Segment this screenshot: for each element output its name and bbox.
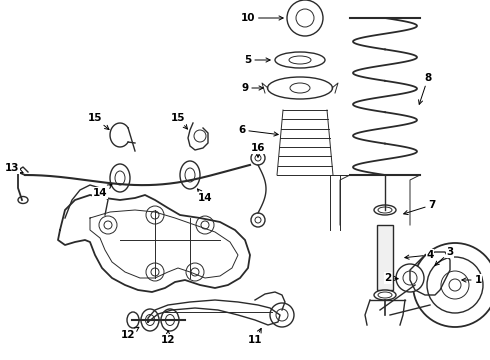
Text: 12: 12 <box>161 331 175 345</box>
Ellipse shape <box>18 197 28 203</box>
Text: 13: 13 <box>5 163 23 173</box>
Text: 6: 6 <box>238 125 278 136</box>
Ellipse shape <box>110 164 130 192</box>
Text: 2: 2 <box>384 273 398 283</box>
Circle shape <box>251 151 265 165</box>
Circle shape <box>251 213 265 227</box>
Text: 9: 9 <box>242 83 263 93</box>
Circle shape <box>146 263 164 281</box>
Text: 14: 14 <box>93 184 112 198</box>
Text: 1: 1 <box>462 275 482 285</box>
Ellipse shape <box>141 309 159 331</box>
Circle shape <box>196 216 214 234</box>
Text: 12: 12 <box>121 327 139 340</box>
Circle shape <box>99 216 117 234</box>
Text: 10: 10 <box>241 13 283 23</box>
Text: 15: 15 <box>171 113 188 129</box>
Text: 8: 8 <box>418 73 432 104</box>
Circle shape <box>194 130 206 142</box>
Text: 7: 7 <box>404 200 436 215</box>
Circle shape <box>427 257 483 313</box>
Text: 3: 3 <box>435 247 454 265</box>
Text: 5: 5 <box>245 55 270 65</box>
Circle shape <box>449 279 461 291</box>
Text: 14: 14 <box>197 189 212 203</box>
Ellipse shape <box>161 309 179 331</box>
Circle shape <box>441 271 469 299</box>
Circle shape <box>396 264 424 292</box>
Text: 11: 11 <box>248 328 262 345</box>
Circle shape <box>186 263 204 281</box>
Text: 15: 15 <box>88 113 109 130</box>
Circle shape <box>270 303 294 327</box>
Bar <box>377 225 393 290</box>
Ellipse shape <box>374 290 396 300</box>
Ellipse shape <box>127 312 139 328</box>
Circle shape <box>413 243 490 327</box>
Circle shape <box>146 206 164 224</box>
Ellipse shape <box>180 161 200 189</box>
Text: 16: 16 <box>251 143 265 157</box>
Ellipse shape <box>374 205 396 215</box>
Text: 4: 4 <box>405 250 434 260</box>
